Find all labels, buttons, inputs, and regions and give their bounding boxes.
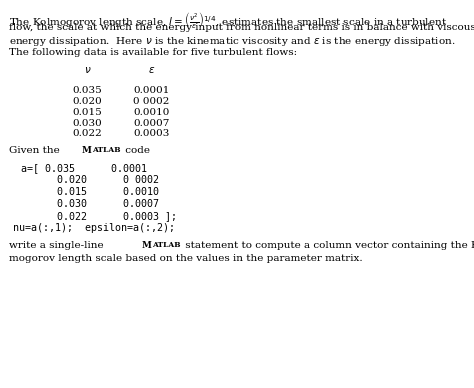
Text: code: code <box>122 146 150 155</box>
Text: 0.015: 0.015 <box>73 107 102 117</box>
Text: The following data is available for five turbulent flows:: The following data is available for five… <box>9 48 297 57</box>
Text: 0.0003: 0.0003 <box>134 130 170 139</box>
Text: energy dissipation.  Here $\nu$ is the kinematic viscosity and $\epsilon$ is the: energy dissipation. Here $\nu$ is the ki… <box>9 35 455 48</box>
Text: The Kolmogorov length scale, $l = \left(\frac{\nu^2}{\epsilon}\right)^{1/4}$, es: The Kolmogorov length scale, $l = \left(… <box>9 10 447 30</box>
Text: mogorov length scale based on the values in the parameter matrix.: mogorov length scale based on the values… <box>9 254 362 263</box>
Text: Given the: Given the <box>9 146 63 155</box>
Text: 0.0007: 0.0007 <box>134 119 170 128</box>
Text: 0.0010: 0.0010 <box>134 107 170 117</box>
Text: nu=a(:,1);  epsilon=a(:,2);: nu=a(:,1); epsilon=a(:,2); <box>13 223 175 233</box>
Text: write a single-line: write a single-line <box>9 241 106 250</box>
Text: M: M <box>141 241 151 250</box>
Text: 0.020      0 0002: 0.020 0 0002 <box>21 175 159 185</box>
Text: ATLAB: ATLAB <box>152 241 180 249</box>
Text: 0.022      0.0003 ];: 0.022 0.0003 ]; <box>21 211 177 221</box>
Text: 0.020: 0.020 <box>73 97 102 106</box>
Text: flow, the scale at which the energy input from nonlinear terms is in balance wit: flow, the scale at which the energy inpu… <box>9 23 474 31</box>
Text: statement to compute a column vector containing the Kol-: statement to compute a column vector con… <box>182 241 474 250</box>
Text: a=[ 0.035      0.0001: a=[ 0.035 0.0001 <box>21 163 147 173</box>
Text: 0.022: 0.022 <box>73 130 102 139</box>
Text: 0.0001: 0.0001 <box>134 86 170 95</box>
Text: 0 0002: 0 0002 <box>134 97 170 106</box>
Text: 0.015      0.0010: 0.015 0.0010 <box>21 187 159 197</box>
Text: $\epsilon$: $\epsilon$ <box>148 65 155 75</box>
Text: ATLAB: ATLAB <box>92 146 121 154</box>
Text: M: M <box>82 146 92 155</box>
Text: 0.035: 0.035 <box>73 86 102 95</box>
Text: 0.030: 0.030 <box>73 119 102 128</box>
Text: $\nu$: $\nu$ <box>84 65 91 75</box>
Text: 0.030      0.0007: 0.030 0.0007 <box>21 199 159 209</box>
